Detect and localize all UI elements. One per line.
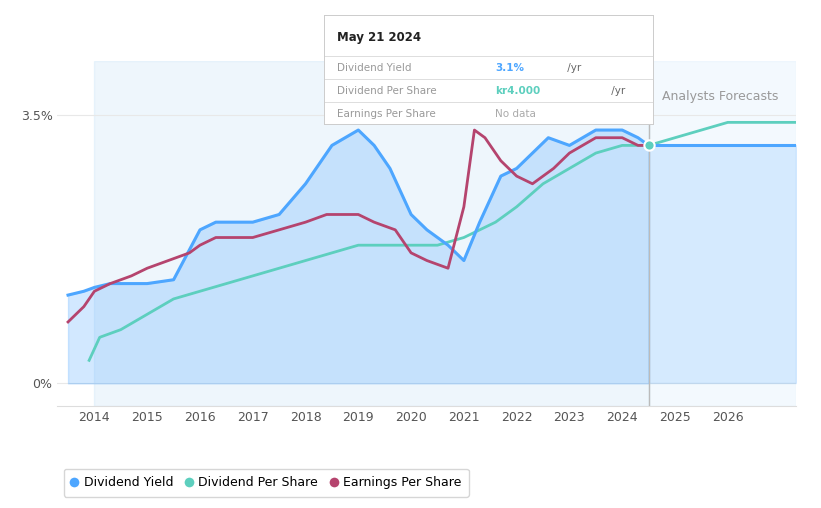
Text: /yr: /yr — [608, 86, 626, 96]
Bar — [94, 61, 649, 406]
Text: Dividend Per Share: Dividend Per Share — [337, 86, 437, 96]
Text: May 21 2024: May 21 2024 — [337, 30, 421, 44]
Text: 3.1%: 3.1% — [495, 62, 524, 73]
Bar — [649, 61, 796, 406]
Text: kr4.000: kr4.000 — [495, 86, 540, 96]
Text: /yr: /yr — [564, 62, 581, 73]
Text: Dividend Yield: Dividend Yield — [337, 62, 412, 73]
Text: No data: No data — [495, 109, 536, 118]
Text: Past: Past — [612, 90, 642, 103]
Legend: Dividend Yield, Dividend Per Share, Earnings Per Share: Dividend Yield, Dividend Per Share, Earn… — [64, 469, 469, 497]
Text: Earnings Per Share: Earnings Per Share — [337, 109, 436, 118]
Text: Analysts Forecasts: Analysts Forecasts — [662, 90, 778, 103]
Point — [642, 141, 655, 149]
